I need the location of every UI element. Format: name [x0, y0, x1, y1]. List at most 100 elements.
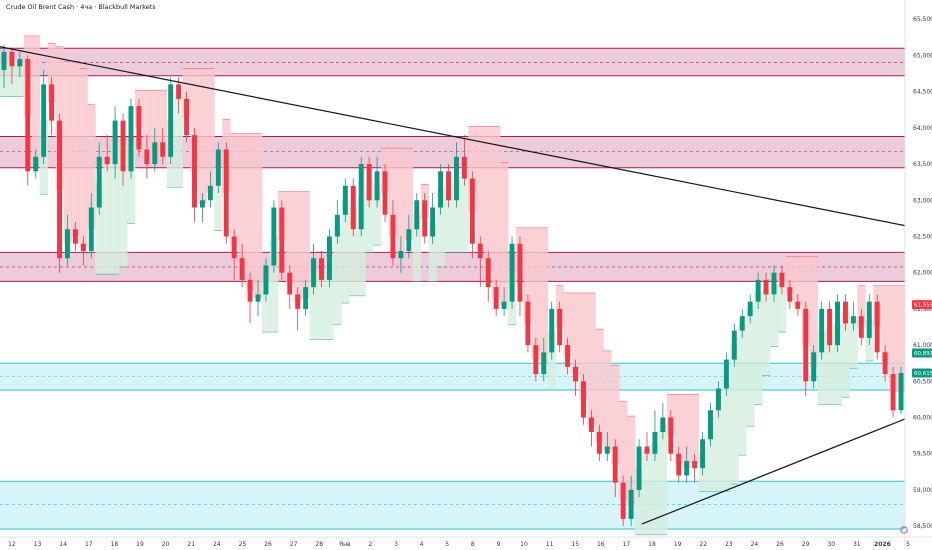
x-tick-label: 8 — [471, 541, 475, 548]
trail-band — [404, 148, 414, 241]
candle-body — [525, 301, 531, 346]
candle-body — [612, 446, 618, 483]
candle-body — [80, 243, 86, 251]
candle-body — [882, 352, 888, 375]
y-tick-label: 59,000 — [913, 487, 932, 494]
candle-body — [303, 287, 309, 309]
x-tick-label: 5 — [445, 541, 449, 548]
candle-body — [33, 156, 39, 172]
candle-body — [334, 214, 340, 237]
candle-body — [541, 352, 547, 375]
trail-band — [357, 196, 366, 296]
candle-body — [65, 229, 70, 259]
trail-band — [47, 43, 56, 103]
candle-body — [295, 294, 301, 309]
candle-body — [398, 250, 404, 259]
candle-body — [390, 214, 396, 259]
candle-body — [263, 265, 269, 295]
trendline-ascending — [641, 418, 906, 525]
candle-body — [49, 84, 55, 121]
trail-band — [428, 222, 438, 282]
candle-body — [779, 272, 785, 288]
trail-band — [849, 319, 858, 369]
candle-body — [358, 164, 364, 230]
trail-band — [412, 214, 422, 282]
candle-body — [747, 301, 753, 317]
candle-body — [382, 171, 388, 215]
x-tick-label: 3 — [394, 541, 398, 548]
x-tick-label: 10 — [520, 541, 528, 548]
candle-body — [176, 84, 182, 99]
trail-band — [349, 207, 358, 296]
candle-body — [739, 316, 745, 331]
x-tick-label: 11 — [546, 541, 554, 548]
y-tick-label: 65,500 — [913, 16, 932, 23]
trail-band — [809, 256, 819, 367]
price-badge-2 — [912, 368, 932, 378]
candle-body — [676, 453, 682, 476]
candle-body — [565, 345, 571, 367]
trail-band — [650, 442, 660, 535]
trail-band — [889, 285, 898, 393]
trail-band — [388, 148, 398, 237]
candle-body — [469, 178, 475, 244]
trail-band — [563, 292, 572, 356]
trail-band — [762, 287, 771, 376]
candle-body — [620, 482, 626, 519]
candle-body — [223, 149, 229, 237]
candle-body — [1, 51, 7, 70]
trail-band — [531, 227, 541, 360]
candle-body — [88, 207, 94, 251]
candle-body — [57, 120, 63, 259]
y-tick-label: 58,500 — [913, 523, 932, 530]
y-tick-label: 62,500 — [913, 233, 932, 240]
trail-band — [547, 330, 557, 390]
candle-body — [192, 135, 197, 208]
trail-band — [468, 126, 477, 212]
candle-body — [366, 164, 372, 201]
x-tick-label: 20 — [162, 541, 170, 548]
x-tick-label: 13 — [34, 541, 42, 548]
price-badge-0 — [912, 300, 932, 310]
price-badge-1 — [912, 348, 932, 358]
candle-body — [120, 120, 126, 172]
y-tick-label: 64,000 — [913, 125, 932, 132]
candle-body — [517, 243, 523, 302]
candle-body — [255, 294, 261, 302]
candle-body — [422, 200, 428, 237]
candle-body — [581, 381, 586, 418]
trail-band — [476, 126, 485, 251]
trail-band — [269, 236, 279, 333]
trail-band — [690, 394, 699, 465]
trail-band — [309, 272, 318, 340]
candle-body — [350, 185, 356, 230]
price-badge-layer: 61,559 60,891 60,615 — [912, 300, 932, 378]
trail-band — [95, 182, 104, 275]
trail-band — [571, 292, 580, 375]
x-tick-label: 28 — [315, 541, 323, 548]
x-tick-label: 18 — [648, 541, 656, 548]
candle-body — [533, 345, 539, 375]
trail-band — [301, 191, 311, 299]
x-tick-label: 25 — [239, 541, 247, 548]
x-tick-label: 9 — [496, 541, 500, 548]
candle-body — [96, 156, 102, 208]
x-tick-label: 15 — [571, 541, 579, 548]
candle-body — [715, 388, 721, 411]
zone-layer — [0, 47, 905, 530]
y-tick-label: 63,000 — [913, 197, 932, 204]
x-tick-label: 17 — [85, 541, 93, 548]
candle-body — [835, 301, 840, 346]
candle-body — [596, 432, 602, 454]
candle-body — [509, 243, 515, 302]
trail-band — [817, 330, 827, 405]
x-tick-label: 31 — [853, 541, 861, 548]
candle-body — [438, 171, 444, 208]
candle-body — [184, 98, 190, 136]
trail-band — [396, 148, 406, 255]
candle-body — [660, 417, 666, 432]
trail-band — [595, 329, 604, 443]
